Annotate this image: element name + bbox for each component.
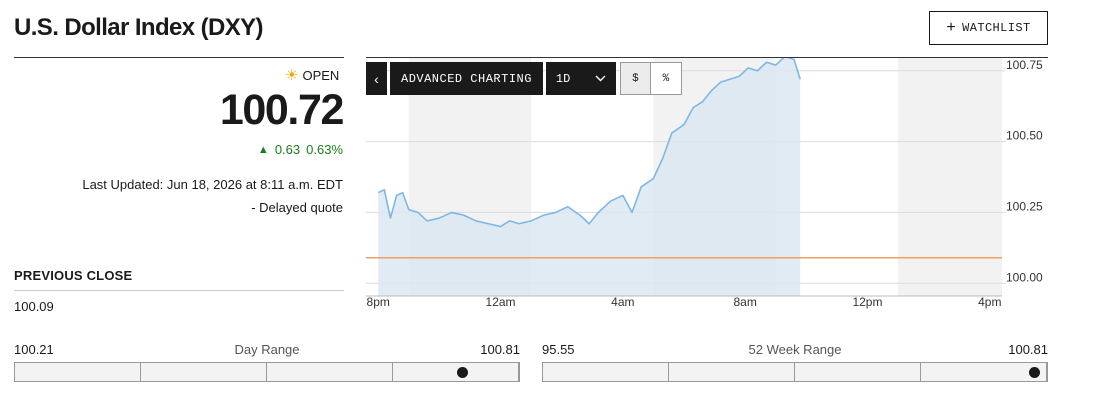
week52-range-label: 52 Week Range	[748, 342, 842, 357]
value-mode-toggle: $ %	[619, 62, 682, 95]
session-band	[898, 58, 1002, 296]
x-tick-label: 8am	[733, 295, 756, 309]
chevron-left-icon: ‹	[374, 70, 379, 87]
x-tick-label: 4am	[611, 295, 634, 309]
divider	[14, 290, 344, 291]
watchlist-button[interactable]: + WATCHLIST	[929, 11, 1048, 45]
y-tick-label: 100.75	[1006, 58, 1043, 72]
change-value: 0.63	[274, 142, 301, 157]
sun-icon: ☀	[285, 67, 299, 84]
day-range: 100.21 Day Range 100.81	[14, 342, 520, 382]
percent-mode-button[interactable]: %	[650, 62, 682, 95]
arrow-up-icon: ▲	[257, 143, 269, 156]
time-range-value: 1D	[555, 71, 571, 86]
week52-range-bar	[542, 362, 1048, 382]
watchlist-label: WATCHLIST	[962, 21, 1031, 35]
day-range-high: 100.81	[480, 342, 520, 357]
x-tick-label: 4pm	[978, 295, 1001, 309]
change-percent: 0.63%	[306, 142, 343, 157]
day-range-low: 100.21	[14, 342, 54, 357]
y-tick-label: 100.25	[1006, 199, 1043, 213]
dollar-mode-button[interactable]: $	[619, 62, 651, 95]
x-tick-label: 12am	[486, 295, 516, 309]
price-area	[378, 58, 801, 296]
price-chart[interactable]: 100.75 100.50 100.25 100.00 8pm 12am 4am 8am 12p…	[366, 58, 1048, 316]
x-tick-label: 12pm	[852, 295, 882, 309]
week52-range-high: 100.81	[1008, 342, 1048, 357]
plus-icon: +	[946, 19, 957, 36]
week52-range-low: 95.55	[542, 342, 575, 357]
delayed-quote-note: - Delayed quote	[251, 200, 343, 215]
week52-range-marker	[1029, 367, 1041, 378]
divider	[366, 57, 1048, 58]
chevron-down-icon	[595, 75, 606, 82]
market-status-label: OPEN	[302, 68, 340, 83]
market-status: ☀ OPEN	[285, 68, 339, 83]
price-change: ▲ 0.63 0.63%	[258, 142, 343, 157]
price-line	[377, 58, 801, 228]
x-tick-label: 8pm	[367, 295, 390, 309]
last-updated: Last Updated: Jun 18, 2026 at 8:11 a.m. …	[82, 177, 343, 192]
day-range-label: Day Range	[234, 342, 300, 357]
divider	[14, 57, 344, 58]
previous-close-label: PREVIOUS CLOSE	[14, 268, 133, 283]
day-range-marker	[457, 367, 469, 378]
day-range-bar	[14, 362, 520, 382]
y-tick-label: 100.50	[1006, 129, 1043, 143]
week52-range: 95.55 52 Week Range 100.81	[542, 342, 1048, 382]
back-button[interactable]: ‹	[366, 62, 387, 95]
y-tick-label: 100.00	[1006, 270, 1043, 284]
time-range-dropdown[interactable]: 1D	[545, 62, 616, 95]
price-chart-svg: 100.75 100.50 100.25 100.00 8pm 12am 4am 8am 12p…	[366, 58, 1043, 309]
previous-close-value: 100.09	[14, 299, 54, 314]
chart-toolbar: ‹ ADVANCED CHARTING 1D $ %	[366, 62, 682, 95]
last-price: 100.72	[219, 86, 345, 134]
page-title: U.S. Dollar Index (DXY)	[14, 14, 264, 41]
advanced-charting-button[interactable]: ADVANCED CHARTING	[390, 62, 543, 95]
